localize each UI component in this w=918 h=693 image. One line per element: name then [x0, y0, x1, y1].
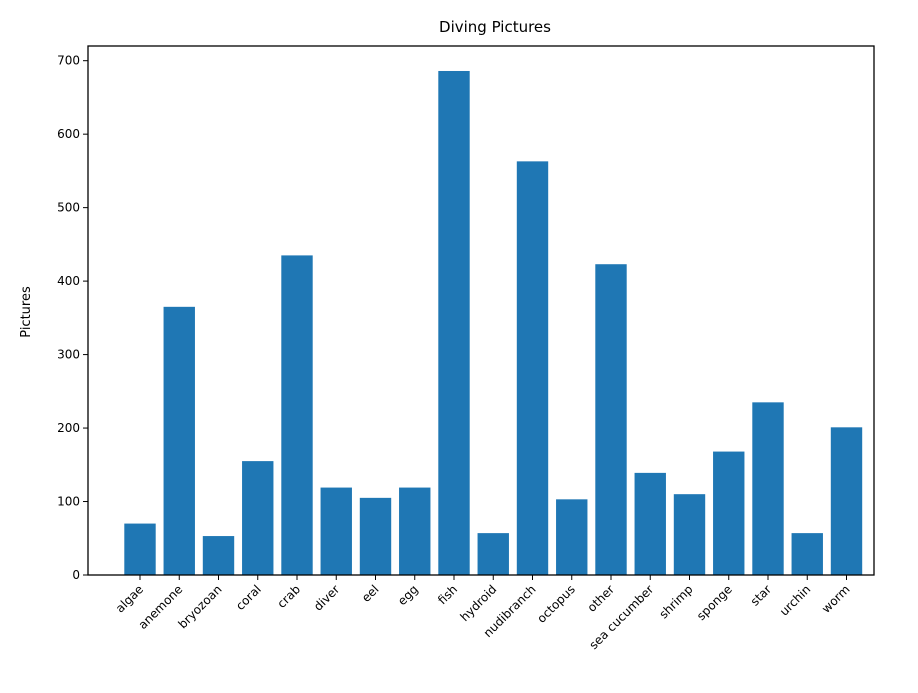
y-tick-label-100: 100 — [57, 495, 80, 509]
bar-worm — [830, 427, 863, 575]
bar-coral — [242, 461, 274, 575]
x-tick-label-egg: egg — [395, 582, 421, 608]
bar-urchin — [791, 533, 823, 575]
bar-eel — [359, 497, 392, 575]
bar-sponge — [713, 451, 745, 575]
bar-anemone — [163, 306, 195, 575]
x-tick-label-fish: fish — [435, 582, 460, 607]
bar-algae — [124, 523, 156, 575]
y-tick-label-500: 500 — [57, 201, 80, 215]
x-tick-label-star: star — [748, 582, 774, 608]
bar-hydroid — [477, 533, 509, 575]
bar-octopus — [556, 499, 588, 575]
x-tick-label-eel: eel — [359, 582, 382, 605]
bar-diver — [320, 487, 352, 575]
y-tick-label-300: 300 — [57, 348, 80, 362]
plot-frame — [87, 45, 875, 576]
x-tick-label-shrimp: shrimp — [656, 582, 695, 621]
bar-shrimp — [673, 494, 706, 575]
y-tick-label-400: 400 — [57, 274, 80, 288]
x-tick-label-other: other — [585, 582, 618, 615]
y-tick-label-200: 200 — [57, 421, 80, 435]
x-tick-label-crab: crab — [274, 582, 303, 611]
x-tick-label-worm: worm — [819, 582, 853, 616]
x-tick-label-algae: algae — [113, 582, 146, 615]
x-tick-label-urchin: urchin — [777, 582, 813, 618]
bar-bryozoan — [202, 536, 235, 575]
bar-fish — [438, 70, 470, 575]
y-tick-label-700: 700 — [57, 54, 80, 68]
y-axis: 0 100 200 300 400 500 600 700 — [57, 54, 88, 582]
bar-egg — [399, 487, 431, 575]
chart-title: Diving Pictures — [439, 18, 551, 36]
bars-group — [124, 70, 863, 576]
y-axis-label: Pictures — [19, 286, 34, 338]
bar-sea-cucumber — [634, 472, 666, 575]
bar-star — [752, 402, 784, 575]
y-tick-label-600: 600 — [57, 127, 80, 141]
y-tick-label-0: 0 — [72, 568, 80, 582]
x-tick-label-octopus: octopus — [534, 582, 577, 625]
bar-other — [595, 264, 627, 575]
x-tick-label-coral: coral — [233, 582, 264, 613]
bar-crab — [281, 255, 313, 576]
x-tick-label-sponge: sponge — [694, 582, 735, 623]
bar-nudibranch — [516, 161, 549, 576]
x-tick-label-diver: diver — [311, 582, 342, 613]
